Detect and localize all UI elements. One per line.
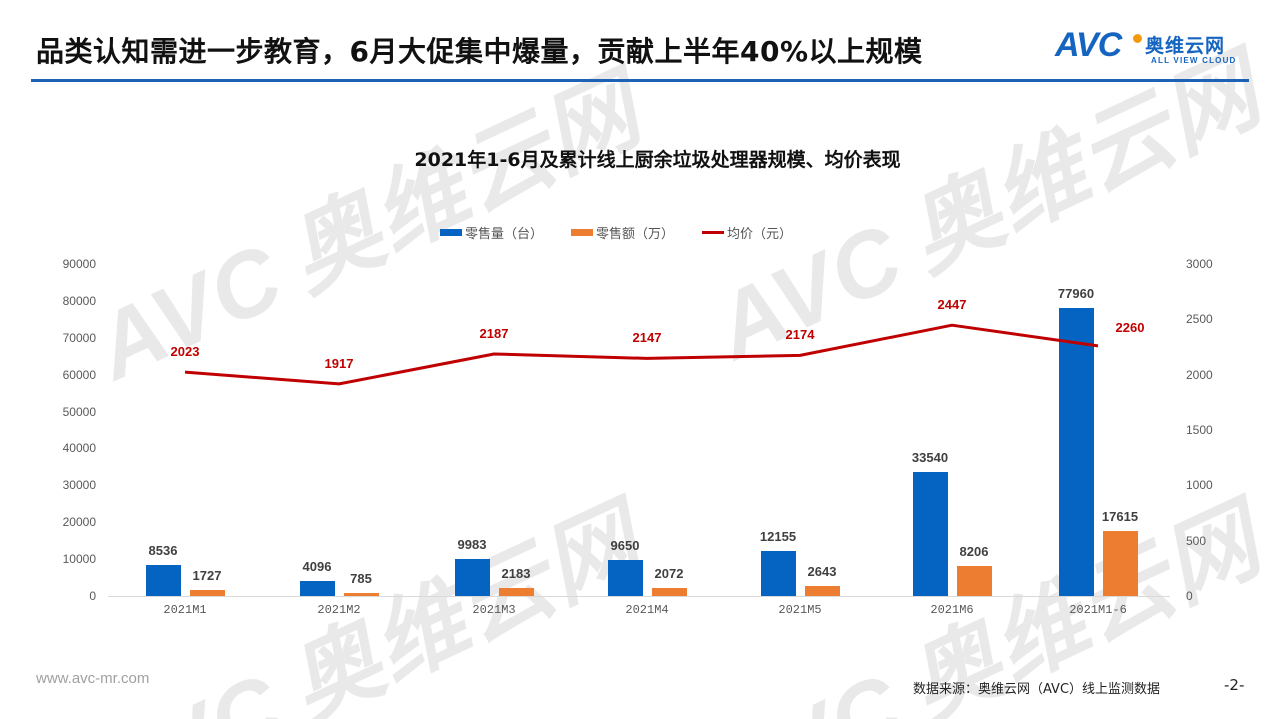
bar-revenue <box>956 565 992 596</box>
left-axis-tick: 80000 <box>62 293 96 308</box>
bar-volume <box>912 472 948 596</box>
bar-revenue-label: 785 <box>350 571 372 586</box>
bar-volume-label: 4096 <box>302 558 332 574</box>
bar-volume <box>454 559 490 596</box>
right-axis-tick: 2500 <box>1186 312 1213 327</box>
bar-revenue <box>804 586 840 596</box>
legend-item-revenue: 零售额（万） <box>571 223 674 242</box>
bar-revenue <box>498 587 534 596</box>
right-axis-tick: 0 <box>1186 589 1193 603</box>
left-axis-tick: 50000 <box>62 404 96 419</box>
bar-volume-label: 33540 <box>911 450 949 466</box>
logo-en-name: ALL VIEW CLOUD <box>1151 56 1237 65</box>
left-axis-tick: 90000 <box>62 257 96 271</box>
left-axis-tick: 60000 <box>62 367 96 382</box>
right-axis-tick: 1500 <box>1186 423 1213 437</box>
price-label: 2187 <box>479 325 509 341</box>
category-label: 2021M1-6 <box>1069 603 1127 617</box>
bar-revenue-label: 17615 <box>1101 509 1139 525</box>
bar-volume-label: 9983 <box>457 537 487 553</box>
page-title: 品类认知需进一步教育，6月大促集中爆量，贡献上半年40%以上规模 <box>36 35 923 68</box>
legend-label: 零售额（万） <box>596 227 675 242</box>
legend-swatch-blue <box>440 229 462 236</box>
category-label: 2021M2 <box>317 603 361 617</box>
avc-logo: AVC 奥维云网 ALL VIEW CLOUD <box>1055 26 1255 70</box>
bar-volume <box>607 560 643 596</box>
footer-url: www.avc-mr.com <box>36 670 150 687</box>
category-label: 2021M6 <box>930 603 974 617</box>
bar-revenue <box>189 589 225 596</box>
bar-volume <box>760 551 796 596</box>
chart-legend: 零售量（台） 零售额（万） 均价（元） <box>440 223 820 242</box>
right-axis-tick: 3000 <box>1186 257 1213 271</box>
page-number: -2- <box>1224 676 1245 694</box>
category-label: 2021M5 <box>778 603 822 617</box>
legend-label: 均价（元） <box>727 227 793 242</box>
legend-swatch-orange <box>571 229 594 236</box>
data-source-note: 数据来源：奥维云网（AVC）线上监测数据 <box>913 682 1161 697</box>
left-axis-tick: 10000 <box>62 552 96 567</box>
category-label: 2021M3 <box>472 603 516 617</box>
bar-revenue-label: 2072 <box>654 566 684 582</box>
bar-revenue <box>1102 531 1138 596</box>
left-axis-tick: 70000 <box>62 330 96 345</box>
bar-volume-label: 77960 <box>1057 286 1095 302</box>
right-axis-tick: 500 <box>1186 533 1207 548</box>
bar-volume <box>1058 308 1094 596</box>
legend-item-price: 均价（元） <box>702 223 792 242</box>
price-label: 2147 <box>632 330 662 346</box>
price-label: 2447 <box>937 297 967 313</box>
bar-revenue-label: 8206 <box>959 543 989 559</box>
logo-dot-icon <box>1133 34 1142 43</box>
chart-title: 2021年1-6月及累计线上厨余垃圾处理器规模、均价表现 <box>414 149 901 171</box>
bar-volume-label: 8536 <box>148 542 178 558</box>
legend-item-volume: 零售量（台） <box>440 223 543 242</box>
bar-volume <box>299 580 335 596</box>
logo-mark: AVC <box>1055 26 1122 64</box>
bar-revenue <box>651 588 687 596</box>
category-label: 2021M4 <box>625 603 669 617</box>
price-label: 2260 <box>1115 319 1145 335</box>
title-divider <box>31 79 1249 82</box>
bar-volume <box>145 564 181 596</box>
bar-revenue-label: 1727 <box>192 567 222 583</box>
price-label: 2023 <box>170 344 200 360</box>
category-label: 2021M1 <box>163 603 207 617</box>
bar-revenue-label: 2183 <box>501 565 531 581</box>
bar-volume-label: 12155 <box>759 529 797 545</box>
price-label: 1917 <box>324 355 354 371</box>
left-axis-tick: 40000 <box>62 441 96 456</box>
price-label: 2174 <box>785 327 815 343</box>
x-axis-baseline <box>108 596 1170 597</box>
right-axis-tick: 1000 <box>1186 478 1213 493</box>
logo-cn-name: 奥维云网 <box>1145 35 1226 57</box>
bar-volume-label: 9650 <box>610 538 640 554</box>
left-axis-tick: 0 <box>89 589 96 603</box>
left-axis-tick: 20000 <box>62 515 96 530</box>
legend-label: 零售量（台） <box>465 227 544 242</box>
right-axis-tick: 2000 <box>1186 367 1213 382</box>
bar-revenue-label: 2643 <box>807 564 837 580</box>
legend-line-red <box>702 231 725 234</box>
left-axis-tick: 30000 <box>62 478 96 493</box>
bar-revenue <box>343 593 379 596</box>
